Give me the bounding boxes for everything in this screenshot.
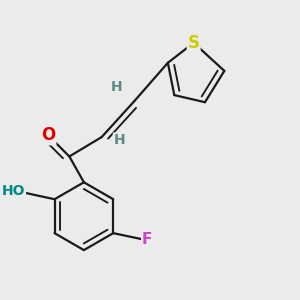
Text: F: F	[142, 232, 152, 247]
Text: H: H	[114, 133, 125, 147]
Text: HO: HO	[2, 184, 25, 198]
Text: O: O	[41, 127, 56, 145]
Text: S: S	[188, 34, 200, 52]
Text: H: H	[110, 80, 122, 94]
